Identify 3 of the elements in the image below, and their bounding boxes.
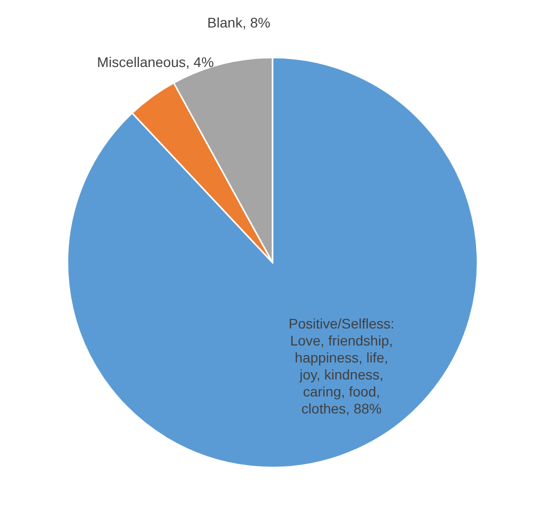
slice-label: Miscellaneous, 4%	[97, 54, 214, 70]
slice-label: Blank, 8%	[207, 14, 270, 31]
slice-label: Positive/Selfless: Love, friendship, happiness, life, joy, kindness, caring, food, clothes, 88%	[288, 315, 394, 416]
